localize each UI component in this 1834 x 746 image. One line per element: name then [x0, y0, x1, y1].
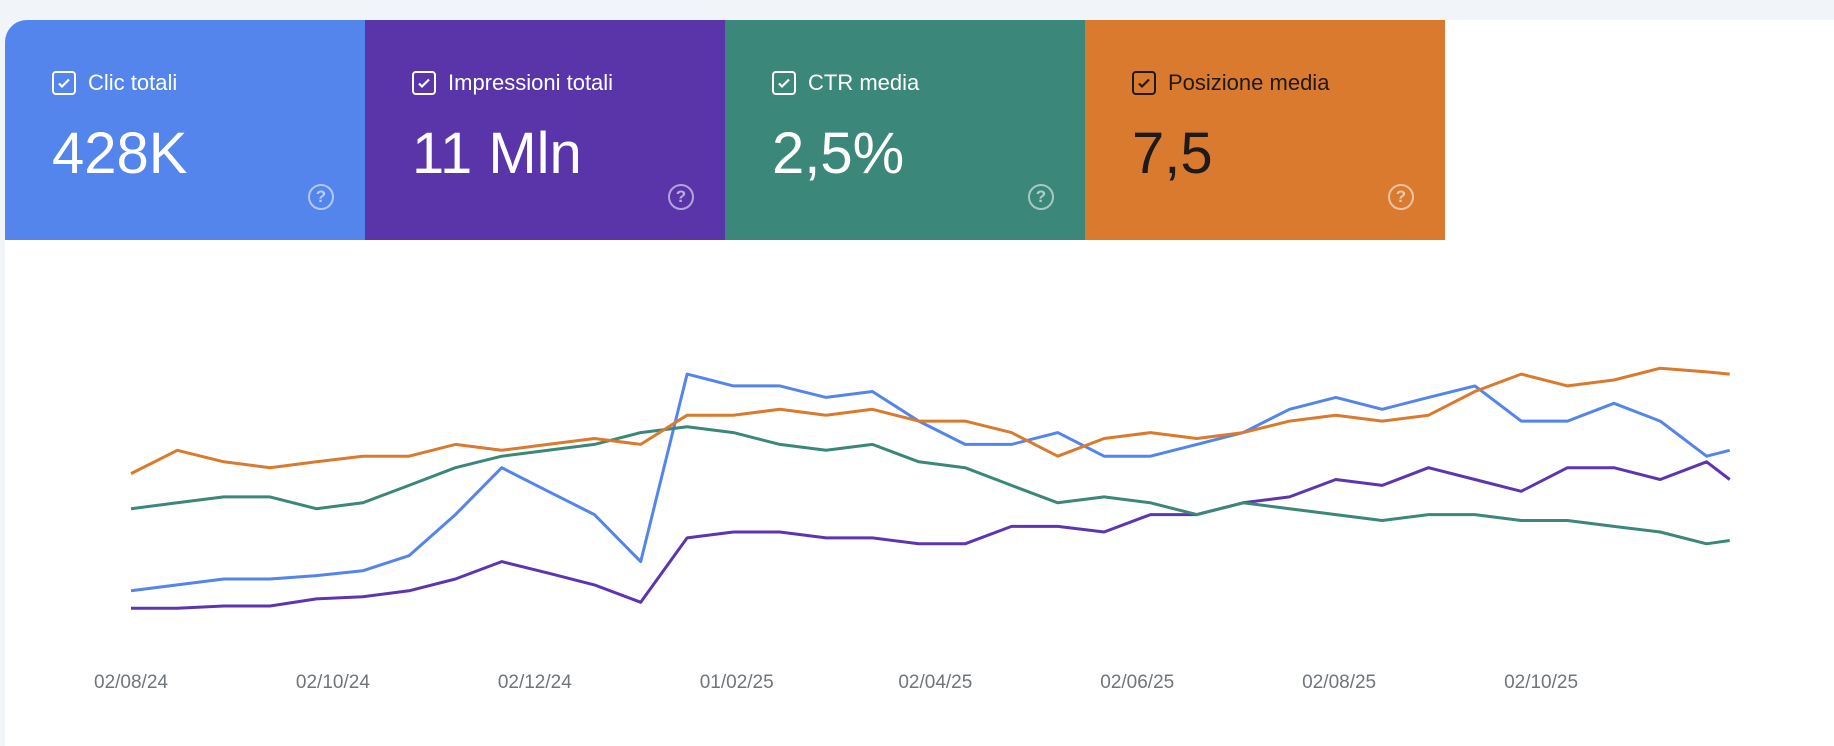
metric-value: 7,5	[1132, 121, 1213, 186]
metric-toggle[interactable]: CTR media	[772, 70, 919, 96]
x-tick-label: 02/10/24	[296, 672, 370, 693]
checkbox-checked-icon[interactable]	[772, 71, 796, 95]
x-tick-label: 02/10/25	[1504, 672, 1578, 693]
x-tick-label: 02/04/25	[898, 672, 972, 693]
x-tick-label: 01/02/25	[700, 672, 774, 693]
x-tick-label: 02/06/25	[1100, 672, 1174, 693]
metric-card-1[interactable]: Impressioni totali 11 Mln ?	[365, 20, 725, 240]
metric-title: Impressioni totali	[448, 70, 614, 95]
checkbox-checked-icon[interactable]	[412, 71, 436, 95]
metric-value: 11 Mln	[412, 121, 582, 186]
series-line-3	[130, 366, 1730, 475]
x-tick-label: 02/08/24	[94, 672, 168, 693]
metric-title: Clic totali	[88, 70, 178, 95]
metric-card-2[interactable]: CTR media 2,5% ?	[725, 20, 1085, 240]
checkbox-checked-icon[interactable]	[52, 71, 76, 95]
help-icon[interactable]: ?	[308, 184, 334, 210]
help-icon[interactable]: ?	[1028, 184, 1054, 210]
metric-title: CTR media	[808, 70, 920, 95]
series-line-2	[130, 425, 1730, 546]
metric-title: Posizione media	[1168, 70, 1330, 95]
performance-chart: 02/08/24 02/10/24 02/12/24 01/02/25 02/04/25…	[94, 366, 1731, 693]
metric-card-3[interactable]: Posizione media 7,5 ?	[1085, 20, 1445, 240]
metric-value: 428K	[52, 121, 188, 186]
metric-card-0[interactable]: Clic totali 428K ?	[5, 20, 365, 240]
x-tick-label: 02/08/25	[1302, 672, 1376, 693]
help-icon[interactable]: ?	[668, 184, 694, 210]
help-icon[interactable]: ?	[1388, 184, 1414, 210]
series-line-0	[130, 372, 1731, 593]
metric-value: 2,5%	[772, 121, 905, 186]
x-tick-label: 02/12/24	[498, 672, 572, 693]
performance-panel: Clic totali 428K ? Impressioni totali 11…	[5, 20, 1834, 746]
metric-cards: Clic totali 428K ? Impressioni totali 11…	[5, 20, 1445, 240]
metric-toggle[interactable]: Posizione media	[1132, 70, 1329, 96]
metric-toggle[interactable]: Clic totali	[52, 70, 177, 96]
series-line-1	[131, 460, 1731, 610]
metric-toggle[interactable]: Impressioni totali	[412, 70, 613, 96]
checkbox-checked-icon[interactable]	[1132, 71, 1156, 95]
